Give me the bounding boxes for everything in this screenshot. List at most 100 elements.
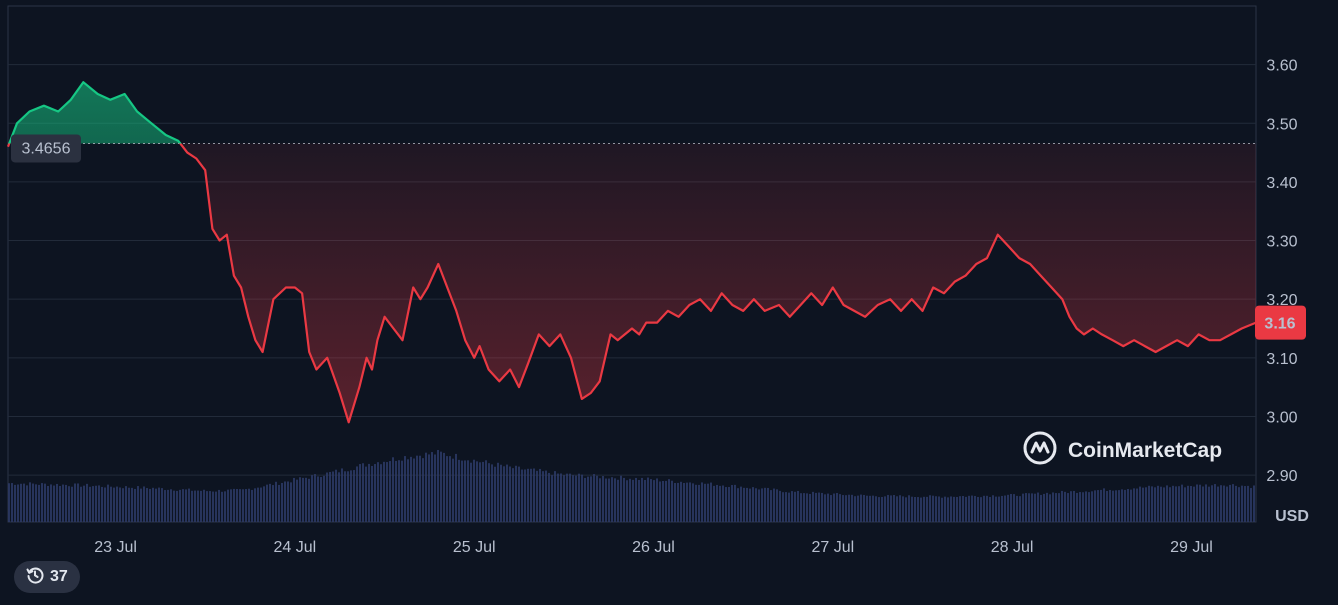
volume-bar bbox=[896, 496, 898, 522]
volume-bar bbox=[572, 475, 574, 522]
volume-bar bbox=[1082, 492, 1084, 522]
volume-bar bbox=[89, 486, 91, 522]
volume-bar bbox=[1226, 486, 1228, 522]
volume-bar bbox=[611, 477, 613, 522]
area-above-baseline bbox=[9, 82, 181, 144]
volume-bar bbox=[569, 473, 571, 522]
volume-bar bbox=[374, 464, 376, 522]
volume-bar bbox=[497, 462, 499, 522]
volume-bar bbox=[245, 489, 247, 522]
volume-bar bbox=[920, 497, 922, 522]
volume-bar bbox=[503, 466, 505, 522]
volume-bar bbox=[1235, 485, 1237, 522]
volume-bar bbox=[1034, 493, 1036, 522]
volume-bar bbox=[536, 470, 538, 522]
volume-bar bbox=[248, 488, 250, 522]
volume-bar bbox=[647, 477, 649, 522]
volume-bar bbox=[1154, 487, 1156, 522]
volume-bar bbox=[656, 478, 658, 522]
volume-bar bbox=[557, 473, 559, 522]
volume-bar bbox=[845, 495, 847, 522]
volume-bar bbox=[953, 496, 955, 522]
volume-bar bbox=[308, 478, 310, 522]
volume-bar bbox=[428, 454, 430, 522]
volume-bar bbox=[737, 488, 739, 522]
volume-bar bbox=[242, 489, 244, 522]
volume-bar bbox=[674, 483, 676, 522]
volume-bar bbox=[818, 492, 820, 522]
volume-bar bbox=[629, 478, 631, 522]
volume-bar bbox=[269, 483, 271, 522]
price-area-fill bbox=[8, 82, 1256, 423]
volume-bar bbox=[137, 486, 139, 522]
volume-bar bbox=[179, 489, 181, 522]
volume-bar bbox=[458, 459, 460, 522]
y-tick-label: 3.50 bbox=[1266, 116, 1297, 133]
currency-label: USD bbox=[1275, 508, 1309, 525]
volume-bar bbox=[980, 497, 982, 522]
history-clock-icon bbox=[26, 566, 44, 589]
volume-bar bbox=[881, 496, 883, 522]
volume-bar bbox=[1007, 494, 1009, 522]
volume-bar bbox=[254, 488, 256, 522]
coinmarketcap-watermark: CoinMarketCap bbox=[1022, 430, 1222, 472]
x-tick-label: 25 Jul bbox=[453, 539, 496, 556]
volume-bar bbox=[509, 466, 511, 522]
volume-bar bbox=[1001, 495, 1003, 522]
volume-bar bbox=[317, 476, 319, 522]
volume-bar bbox=[860, 494, 862, 522]
volume-bar bbox=[866, 495, 868, 522]
volume-bar bbox=[50, 484, 52, 522]
volume-bar bbox=[950, 496, 952, 522]
volume-bar bbox=[1208, 486, 1210, 522]
volume-bar bbox=[1229, 484, 1231, 522]
volume-bar bbox=[353, 470, 355, 522]
volume-bar bbox=[944, 496, 946, 522]
volume-bar bbox=[824, 494, 826, 522]
volume-bar bbox=[1238, 487, 1240, 522]
history-badge[interactable]: 37 bbox=[14, 561, 80, 593]
volume-bar bbox=[1166, 485, 1168, 522]
price-line-down[interactable] bbox=[6, 82, 1257, 424]
volume-bar bbox=[206, 491, 208, 522]
volume-bar bbox=[8, 483, 10, 522]
volume-bar bbox=[641, 477, 643, 522]
volume-bar bbox=[410, 456, 412, 522]
volume-bar bbox=[209, 491, 211, 522]
volume-bar bbox=[797, 490, 799, 522]
volume-bar bbox=[878, 497, 880, 522]
volume-bar bbox=[293, 477, 295, 522]
volume-bar bbox=[461, 460, 463, 522]
volume-bar bbox=[794, 491, 796, 522]
volume-bar bbox=[452, 458, 454, 522]
volume-bar bbox=[815, 492, 817, 522]
volume-bar bbox=[830, 495, 832, 522]
volume-bar bbox=[935, 496, 937, 522]
volume-bar bbox=[1205, 484, 1207, 522]
volume-bar bbox=[971, 495, 973, 522]
x-tick-label: 26 Jul bbox=[632, 539, 675, 556]
volume-bar bbox=[464, 460, 466, 522]
volume-bar bbox=[809, 493, 811, 522]
volume-bar bbox=[1169, 487, 1171, 522]
volume-bar bbox=[1070, 491, 1072, 522]
volume-bar bbox=[1178, 486, 1180, 522]
volume-bar bbox=[227, 489, 229, 522]
volume-bar bbox=[257, 487, 259, 522]
volume-bar bbox=[743, 487, 745, 522]
x-tick-label: 24 Jul bbox=[274, 539, 317, 556]
volume-bar bbox=[263, 486, 265, 522]
volume-bar bbox=[563, 475, 565, 522]
y-tick-label: 3.10 bbox=[1266, 351, 1297, 368]
volume-bar bbox=[788, 492, 790, 522]
volume-bar bbox=[365, 466, 367, 522]
volume-bar bbox=[740, 486, 742, 522]
volume-bar bbox=[1175, 486, 1177, 522]
volume-bar bbox=[890, 495, 892, 522]
volume-bar bbox=[197, 490, 199, 522]
volume-bar bbox=[71, 486, 73, 522]
volume-bar bbox=[977, 496, 979, 522]
volume-bar bbox=[1037, 492, 1039, 522]
price-series[interactable] bbox=[6, 81, 1257, 424]
